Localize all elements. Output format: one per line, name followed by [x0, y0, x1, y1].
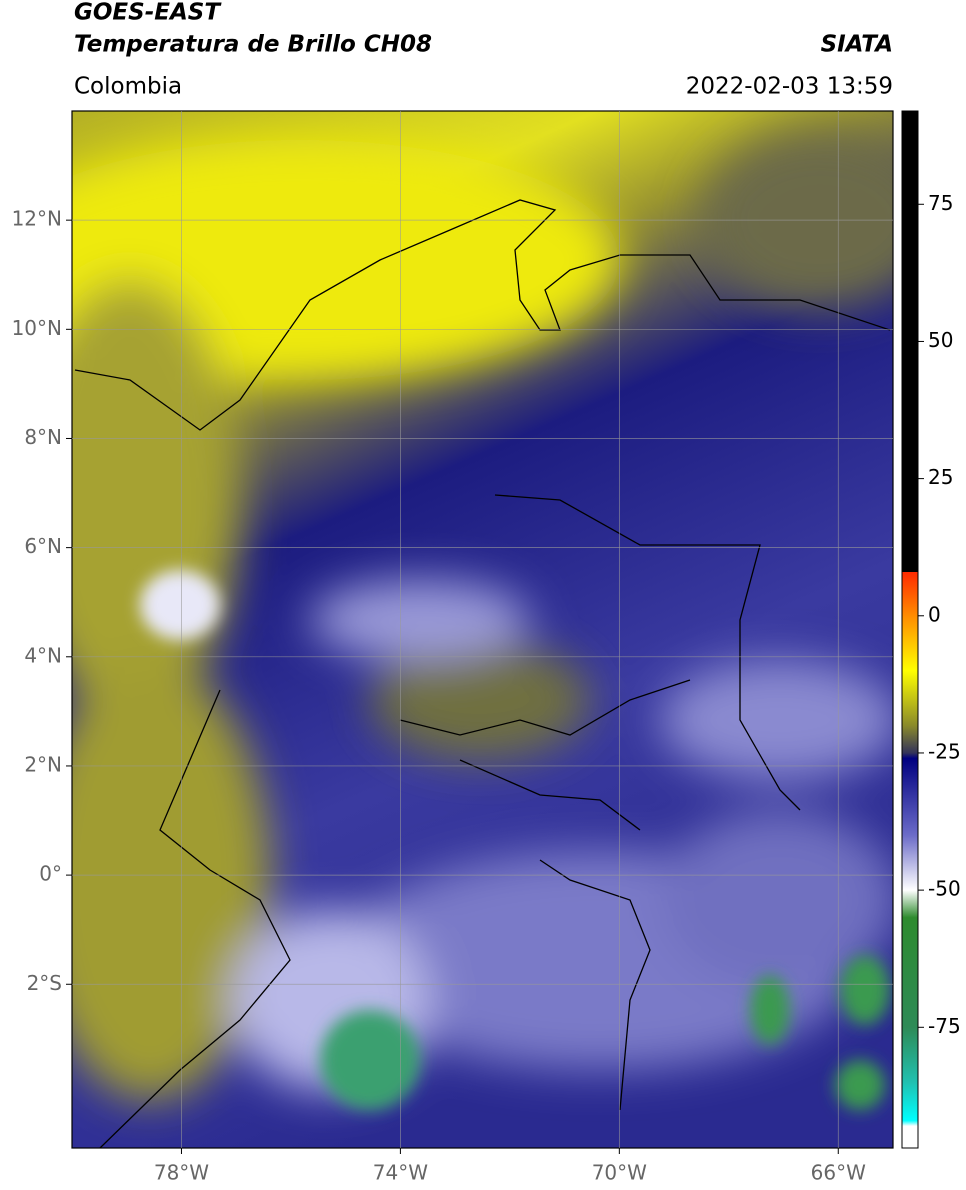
- y-tick-label: 0°: [39, 862, 62, 886]
- x-tick-label: 66°W: [811, 1161, 866, 1185]
- satellite-image: [72, 111, 893, 1148]
- colorbar-tick-label: -25: [928, 739, 961, 763]
- colorbar-tick-label: 25: [928, 465, 953, 489]
- source: SIATA: [821, 32, 893, 58]
- x-tick-label: 78°W: [154, 1161, 209, 1185]
- colorbar: [901, 110, 919, 1149]
- title: GOES-EAST: [74, 0, 222, 26]
- x-tick-label: 74°W: [373, 1161, 428, 1185]
- colorbar-tick-label: 50: [928, 328, 953, 352]
- y-tick-label: 2°N: [24, 752, 62, 776]
- subtitle: Temperatura de Brillo CH08: [74, 32, 432, 58]
- colorbar-tick-label: -50: [928, 877, 961, 901]
- colorbar-tick-label: 75: [928, 191, 953, 215]
- y-tick-label: 6°N: [24, 534, 62, 558]
- y-tick-label: 4°N: [24, 643, 62, 667]
- colorbar-tick-label: 0: [928, 602, 941, 626]
- map-frame: [71, 110, 894, 1149]
- y-tick-label: 10°N: [12, 316, 62, 340]
- y-tick-label: 2°S: [27, 971, 62, 995]
- x-tick-label: 70°W: [592, 1161, 647, 1185]
- colorbar-tick-label: -75: [928, 1014, 961, 1038]
- y-tick-label: 12°N: [12, 207, 62, 231]
- region: Colombia: [74, 74, 182, 100]
- y-tick-label: 8°N: [24, 425, 62, 449]
- timestamp: 2022-02-03 13:59: [686, 74, 893, 100]
